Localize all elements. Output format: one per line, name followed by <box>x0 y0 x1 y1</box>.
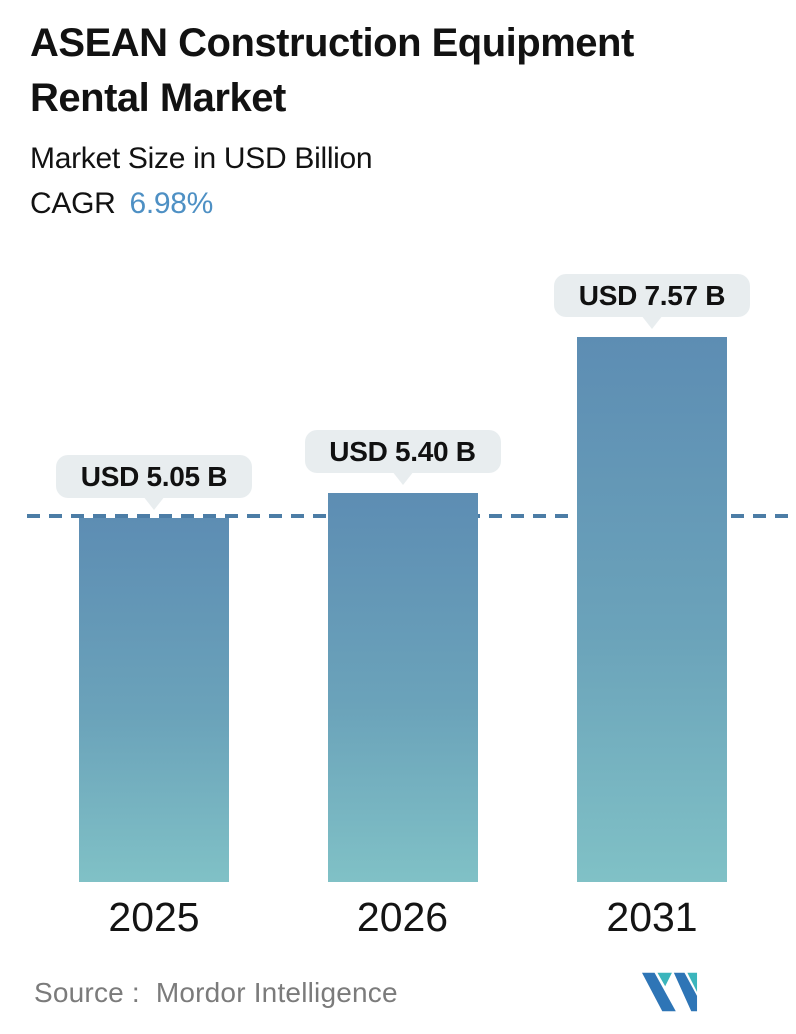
value-callout-2025: USD 5.05 B <box>56 455 252 510</box>
x-axis-label-2031: 2031 <box>606 894 698 940</box>
value-callout-2031: USD 7.57 B <box>554 274 750 329</box>
callout-pointer-icon <box>143 496 165 510</box>
callout-pointer-icon <box>641 315 663 329</box>
value-label: USD 5.05 B <box>56 455 252 498</box>
chart-subtitle: Market Size in USD Billion <box>30 142 373 176</box>
bar-2026 <box>327 493 478 882</box>
cagr-line: CAGR 6.98% <box>30 187 730 221</box>
cagr-label: CAGR <box>30 187 116 221</box>
bar-2025 <box>79 518 229 882</box>
value-label: USD 5.40 B <box>304 430 501 473</box>
source-attribution: Source : Mordor Intelligence <box>34 977 398 1008</box>
value-callout-2026: USD 5.40 B <box>304 430 501 485</box>
x-axis-label-2025: 2025 <box>108 894 200 940</box>
bar-2031 <box>577 337 727 882</box>
mordor-intelligence-logo <box>642 972 698 1012</box>
chart-title: ASEAN Construction Equipment Rental Mark… <box>30 21 634 121</box>
header: ASEAN Construction Equipment Rental Mark… <box>30 16 730 221</box>
callout-pointer-icon <box>391 471 414 485</box>
value-label: USD 7.57 B <box>554 274 750 317</box>
cagr-value: 6.98% <box>129 187 214 221</box>
x-axis-label-2026: 2026 <box>356 894 449 940</box>
